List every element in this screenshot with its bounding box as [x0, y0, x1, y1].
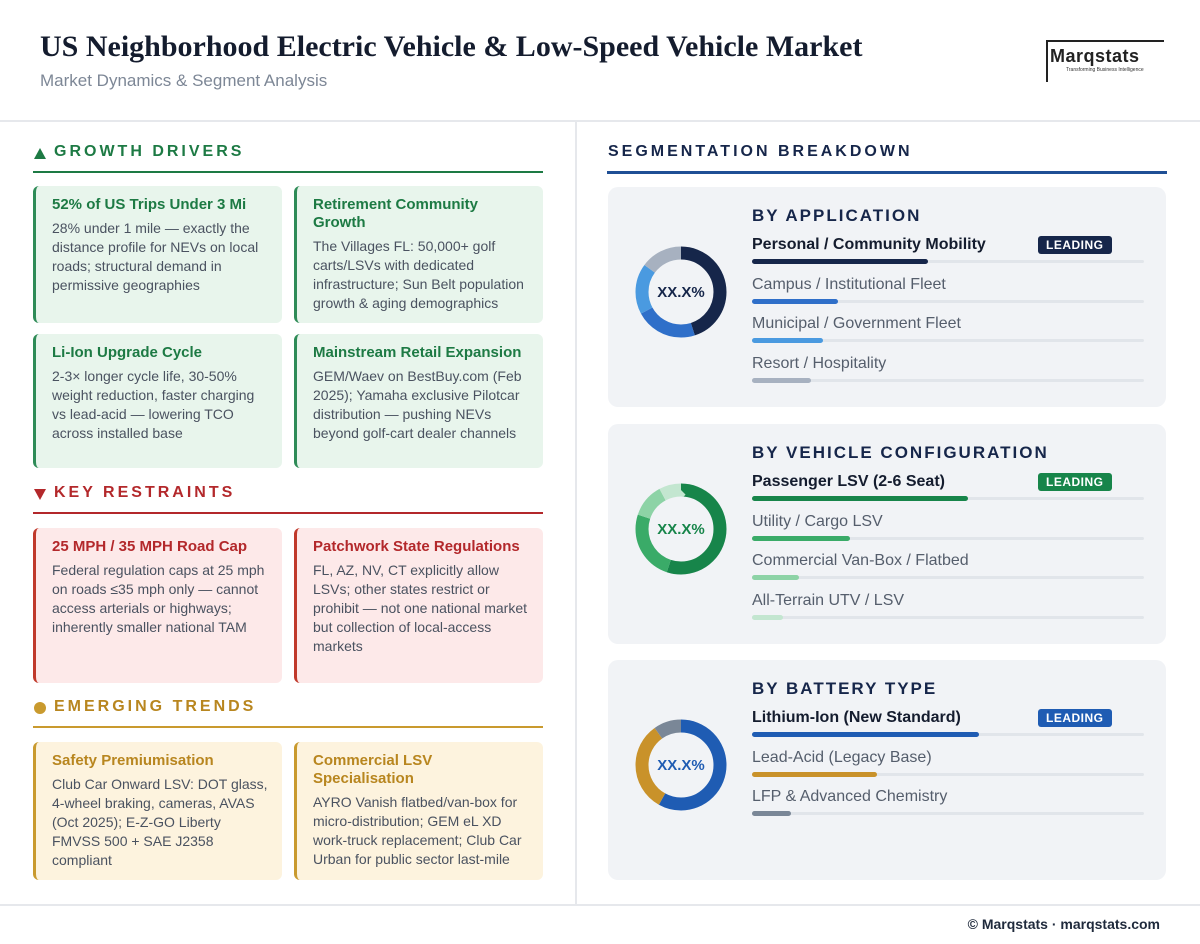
card: Safety Premiumisation Club Car Onward LSV… [33, 742, 282, 880]
bar [752, 496, 968, 501]
bar-track [752, 772, 1144, 776]
card: 52% of US Trips Under 3 Mi 28% under 1 mi… [33, 186, 282, 323]
card-title: Li-Ion Upgrade Cycle [52, 344, 203, 361]
bar-track [752, 299, 1144, 303]
item-name: Campus / Institutional Fleet [752, 275, 946, 293]
section-heading: EMERGING TRENDS [54, 698, 257, 715]
card-text: GEM/Waev on BestBuy.com (Feb 2025); Yama… [313, 368, 522, 441]
item-name: LFP & Advanced Chemistry [752, 788, 948, 805]
logo-frame [1046, 40, 1164, 82]
card: Retirement Community Growth The Villages … [294, 186, 543, 323]
bar-track [752, 378, 1144, 382]
panel-title: BY VEHICLE CONFIGURATION [752, 443, 1049, 462]
icon [34, 702, 46, 714]
item-name: All-Terrain UTV / LSV [752, 591, 905, 609]
card-text: 28% under 1 mile — exactly the distance … [52, 220, 259, 293]
leading-badge: LEADING [1038, 236, 1112, 254]
card-title: 25 MPH / 35 MPH Road Cap [52, 538, 248, 555]
bar [752, 732, 980, 737]
card-title: 52% of US Trips Under 3 Mi [52, 196, 247, 213]
subtitle: Market Dynamics & Segment Analysis [40, 71, 328, 90]
bar-track [752, 812, 1144, 815]
icon [34, 489, 46, 500]
divider [0, 904, 1200, 906]
leading-badge: LEADING [1038, 473, 1112, 491]
card-text: 2-3× longer cycle life, 30-50% weight re… [52, 368, 255, 441]
section-heading: KEY RESTRAINTS [54, 484, 236, 501]
bar-track [752, 576, 1144, 579]
section-rule [33, 726, 543, 728]
bar-track [752, 339, 1144, 342]
card-title: Retirement Community Growth [313, 196, 479, 231]
bar-track [752, 260, 1144, 263]
section-rule [33, 512, 543, 514]
panel-title: BY BATTERY TYPE [752, 679, 938, 698]
section-rule [607, 171, 1167, 174]
bar [752, 811, 792, 816]
card: Mainstream Retail Expansion GEM/Waev on B… [294, 334, 543, 468]
panel-title: BY APPLICATION [752, 206, 922, 225]
divider [0, 120, 1200, 122]
item-name: Passenger LSV (2-6 Seat) [752, 473, 945, 490]
card: 25 MPH / 35 MPH Road Cap Federal regulati… [33, 528, 282, 683]
logo-tagline: Transforming Business Intelligence [1066, 67, 1144, 73]
section-rule [33, 171, 543, 173]
card-title: Commercial LSV Specialisation [313, 752, 433, 787]
card: Patchwork State Regulations FL, AZ, NV, C… [294, 528, 543, 683]
bar [752, 575, 800, 580]
bar [752, 338, 823, 343]
item-name: Commercial Van-Box / Flatbed [752, 552, 969, 569]
card-text: FL, AZ, NV, CT explicitly allow LSVs; ot… [313, 562, 528, 654]
bar [752, 771, 878, 777]
item-name: Lithium-Ion (New Standard) [752, 709, 961, 726]
logo: Marqstats [1050, 46, 1140, 66]
card-text: AYRO Vanish flatbed/van-box for micro-di… [313, 794, 522, 867]
title: US Neighborhood Electric Vehicle & Low-S… [40, 30, 863, 63]
bar [752, 259, 929, 264]
item-name: Municipal / Government Fleet [752, 315, 961, 332]
bar [752, 535, 850, 541]
bar [752, 377, 811, 383]
bar [752, 298, 839, 304]
card-title: Patchwork State Regulations [313, 538, 520, 555]
card-title: Safety Premiumisation [52, 752, 214, 769]
item-name: Lead-Acid (Legacy Base) [752, 748, 932, 766]
leading-badge: LEADING [1038, 709, 1112, 727]
bar-track [752, 536, 1144, 540]
footer: © Marqstats · marqstats.com [967, 916, 1160, 932]
card-title: Mainstream Retail Expansion [313, 344, 522, 361]
item-name: Resort / Hospitality [752, 354, 887, 372]
section-heading: GROWTH DRIVERS [54, 143, 245, 160]
item-name: Personal / Community Mobility [752, 236, 986, 253]
card-text: Club Car Onward LSV: DOT glass, 4-wheel … [52, 776, 268, 868]
bar-track [752, 615, 1144, 619]
divider [575, 122, 577, 904]
item-name: Utility / Cargo LSV [752, 512, 883, 530]
card-text: The Villages FL: 50,000+ golf carts/LSVs… [313, 238, 524, 311]
section-heading: SEGMENTATION BREAKDOWN [608, 143, 913, 160]
icon [34, 148, 46, 159]
card-text: Federal regulation caps at 25 mph on roa… [52, 562, 265, 635]
card: Commercial LSV Specialisation AYRO Vanish… [294, 742, 543, 880]
bar [752, 614, 784, 620]
card: Li-Ion Upgrade Cycle 2-3× longer cycle li… [33, 334, 282, 468]
